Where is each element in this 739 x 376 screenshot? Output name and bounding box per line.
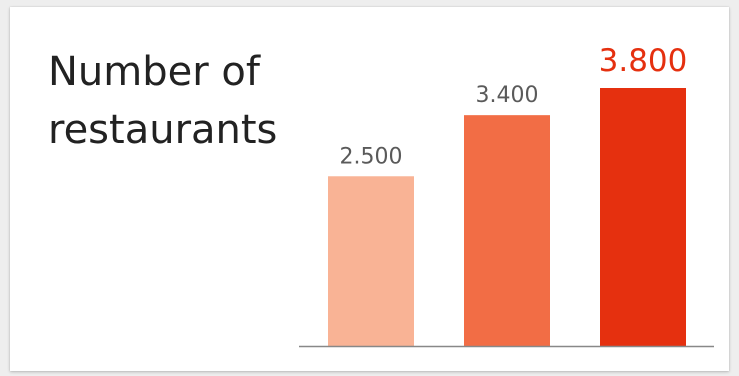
data-label-3: 3.800: [599, 43, 688, 79]
bar-1: [328, 176, 414, 346]
data-label-1: 2.500: [340, 144, 403, 169]
bar-chart: 2.500 3.400 3.800: [299, 43, 714, 348]
chart-title: Number of restaurants: [48, 43, 277, 159]
bar-2: [464, 115, 550, 346]
chart-title-line-1: Number of: [48, 49, 260, 95]
chart-title-line-2: restaurants: [48, 107, 278, 153]
data-label-2: 3.400: [476, 83, 539, 108]
chart-card: Number of restaurants 2.500 3.400 3.800: [10, 7, 729, 371]
bar-3: [600, 88, 686, 346]
